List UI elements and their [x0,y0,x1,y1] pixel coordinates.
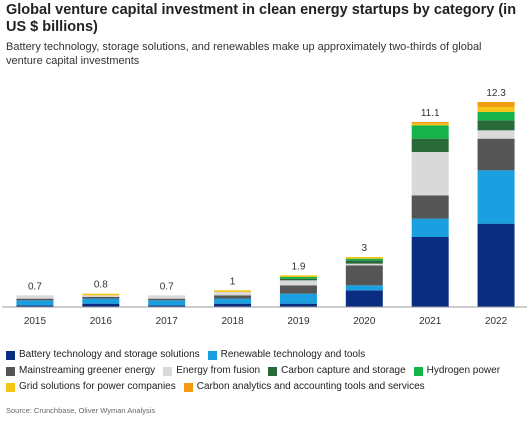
bar-segment [411,122,449,124]
legend-swatch [413,366,423,376]
bar-segment [345,257,383,259]
bar-segment [279,275,317,277]
legend-item: Carbon capture and storage [268,363,406,379]
legend-swatch [207,350,217,360]
bar-segment [345,260,383,264]
bar-segment [148,305,186,307]
legend-swatch [6,366,15,376]
bar-segment [411,123,449,126]
bar-segment [82,298,120,304]
bar-segment [279,285,317,294]
bar-segment [148,295,186,299]
legend-item: Carbon analytics and accounting tools an… [183,379,425,395]
bar-segment [477,120,515,131]
chart-title: Global venture capital investment in cle… [6,2,517,35]
legend-swatch [163,366,173,376]
bar-segment [345,258,383,261]
legend-label: Carbon capture and storage [281,365,406,376]
bar-segment [477,223,515,307]
legend-label: Hydrogen power [426,365,501,376]
legend-label: Energy from fusion [176,365,261,376]
legend-item: Mainstreaming greener energy [6,363,155,379]
legend-swatch [268,366,278,376]
total-label: 0.7 [28,281,42,292]
legend-item: Hydrogen power [413,363,501,379]
legend-item: Battery technology and storage solutions [6,347,200,363]
bar-segment [477,112,515,121]
bar-segment [82,297,120,299]
bar-segment [214,292,252,296]
source-note: Source: Crunchbase, Oliver Wyman Analysi… [6,406,156,415]
bar-segment [345,265,383,286]
bar-segment [477,130,515,139]
bar-segment [214,290,252,292]
x-tick-label: 2020 [353,316,376,327]
total-label: 3 [362,243,368,254]
bar-segment [411,152,449,196]
bar-segment [16,300,54,306]
total-label: 0.7 [160,281,174,292]
bar-segment [214,298,252,304]
legend-label: Mainstreaming greener energy [19,365,156,376]
legend-swatch [6,382,15,392]
x-tick-label: 2021 [419,316,442,327]
x-tick-label: 2015 [24,316,47,327]
total-label: 11.1 [421,108,440,119]
total-label: 1 [230,276,236,287]
bar-segment [82,295,120,297]
bar-segment [279,277,317,279]
bar-segment [148,298,186,301]
total-label: 1.9 [291,261,305,272]
bar-segment [82,303,120,307]
bar-segment [477,170,515,224]
bar-segment [477,138,515,171]
legend-label: Grid solutions for power companies [19,381,176,392]
bar-segment [345,285,383,291]
x-tick-label: 2018 [221,316,244,327]
legend-item: Energy from fusion [163,363,260,379]
bar-segment [279,280,317,286]
bar-segment [279,293,317,304]
bar-segment [411,125,449,139]
legend-label: Renewable technology and tools [220,349,366,360]
x-tick-label: 2017 [156,316,179,327]
bar-segment [477,107,515,112]
legend-swatch [6,350,15,360]
bar-segment [214,303,252,307]
bar-segment [82,293,120,296]
legend-swatch [183,382,193,392]
x-tick-label: 2022 [485,316,508,327]
bar-segment [477,102,515,107]
legend-item: Grid solutions for power companies [6,379,176,395]
bar-segment [411,195,449,219]
total-label: 0.8 [94,280,108,291]
bar-segment [279,278,317,281]
legend: Battery technology and storage solutions… [6,347,526,395]
bar-segment [411,218,449,237]
legend-item: Renewable technology and tools [207,347,366,363]
bar-segment [16,305,54,307]
legend-label: Battery technology and storage solutions [19,349,200,360]
bar-segment [411,237,449,307]
bar-segment [148,300,186,306]
total-label: 12.3 [486,88,506,99]
bar-segment [345,263,383,266]
bar-segment [16,295,54,299]
bar-segment [345,290,383,307]
chart-subtitle: Battery technology, storage solutions, a… [6,41,482,67]
legend-label: Carbon analytics and accounting tools an… [196,381,425,392]
bar-segment [214,295,252,299]
bar-segment [279,303,317,307]
bar-segment [411,138,449,152]
x-tick-label: 2019 [287,316,310,327]
chart: 0.7 2015 0.8 2016 0.7 2017 1 2018 1.9 2019 3 2020 11… [2,88,527,327]
bar-segment [16,298,54,301]
x-tick-label: 2016 [90,316,113,327]
